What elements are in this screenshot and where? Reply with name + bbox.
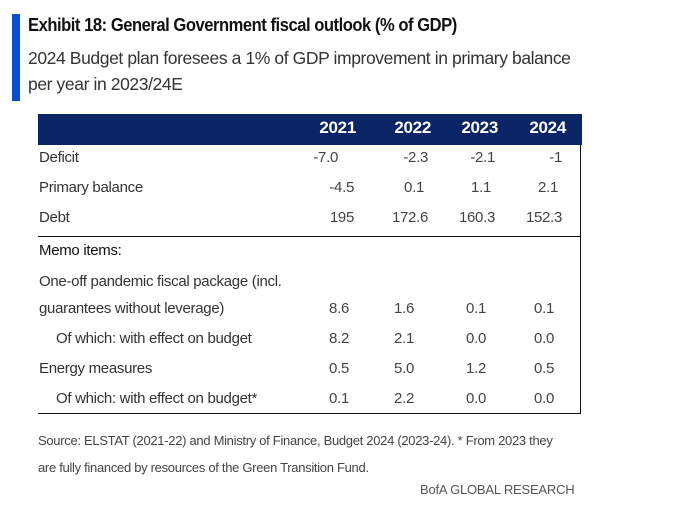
table-row: guarantees without leverage) 8.6 1.6 0.1… (38, 296, 581, 326)
table-row: Deficit -7.0 -2.3 -2.1 -1 (38, 145, 581, 175)
column-header-2023: 2023 (461, 118, 498, 137)
accent-bar (12, 14, 20, 101)
cell-value: 0.0 (466, 330, 486, 347)
fiscal-table: 2021 2022 2023 2024 Deficit -7.0 -2.3 -2… (38, 114, 582, 416)
cell-value: 160.3 (458, 209, 495, 226)
table-header: 2021 2022 2023 2024 (38, 114, 582, 145)
cell-value: 1.2 (466, 360, 486, 377)
table-row: Primary balance -4.5 0.1 1.1 2.1 (38, 175, 581, 205)
cell-value: 2.1 (394, 330, 414, 347)
cell-value: 0.0 (466, 390, 486, 407)
cell-value: 0.5 (534, 360, 554, 377)
exhibit-subtitle: 2024 Budget plan foresees a 1% of GDP im… (28, 48, 571, 94)
column-header-2022: 2022 (394, 118, 431, 137)
cell-value: 195 (329, 209, 354, 226)
source-line: are fully financed by resources of the G… (38, 460, 369, 475)
row-label: Deficit (39, 149, 79, 166)
cell-value: -4.5 (329, 179, 354, 196)
table-row: Energy measures 0.5 5.0 1.2 0.5 (38, 356, 581, 386)
row-label: Of which: with effect on budget (56, 330, 252, 347)
row-label: Primary balance (39, 179, 143, 196)
cell-value: 8.6 (329, 300, 349, 317)
section-divider (38, 236, 581, 237)
cell-value: 172.6 (391, 209, 428, 226)
cell-value: 2.2 (394, 390, 414, 407)
table-row: Of which: with effect on budget 8.2 2.1 … (38, 326, 581, 356)
cell-value: 0.1 (404, 179, 424, 196)
row-label: Energy measures (39, 360, 153, 377)
column-header-2021: 2021 (319, 118, 356, 137)
cell-value: -2.3 (403, 149, 428, 166)
table-row: One-off pandemic fiscal package (incl. (38, 269, 581, 299)
column-header-2024: 2024 (529, 118, 566, 137)
brand-label: BofA GLOBAL RESEARCH (420, 482, 575, 497)
cell-value: 152.3 (525, 209, 562, 226)
row-label: Of which: with effect on budget* (56, 390, 258, 407)
table-row: Debt 195 172.6 160.3 152.3 (38, 205, 581, 235)
row-label: One-off pandemic fiscal package (incl. (39, 273, 282, 290)
cell-value: 1.6 (394, 300, 414, 317)
table-row: Of which: with effect on budget* 0.1 2.2… (38, 386, 581, 416)
cell-value: -2.1 (470, 149, 495, 166)
cell-value: 0.1 (329, 390, 349, 407)
cell-value: 0.0 (534, 390, 554, 407)
source-note: Source: ELSTAT (2021-22) and Ministry of… (38, 427, 598, 481)
cell-value: 2.1 (538, 179, 558, 196)
cell-value: 1.1 (471, 179, 491, 196)
cell-value: 0.1 (534, 300, 554, 317)
cell-value: -7.0 (313, 149, 338, 166)
cell-value: 0.0 (534, 330, 554, 347)
row-label: guarantees without leverage) (39, 300, 225, 317)
row-label: Debt (39, 209, 70, 226)
source-line: Source: ELSTAT (2021-22) and Ministry of… (38, 433, 553, 448)
cell-value: -1 (549, 149, 562, 166)
memo-header: Memo items: (39, 242, 122, 259)
cell-value: 5.0 (394, 360, 414, 377)
cell-value: 0.5 (329, 360, 349, 377)
cell-value: 8.2 (329, 330, 349, 347)
cell-value: 0.1 (466, 300, 486, 317)
memo-header-row: Memo items: (38, 238, 581, 268)
exhibit-title: Exhibit 18: General Government fiscal ou… (28, 15, 457, 35)
